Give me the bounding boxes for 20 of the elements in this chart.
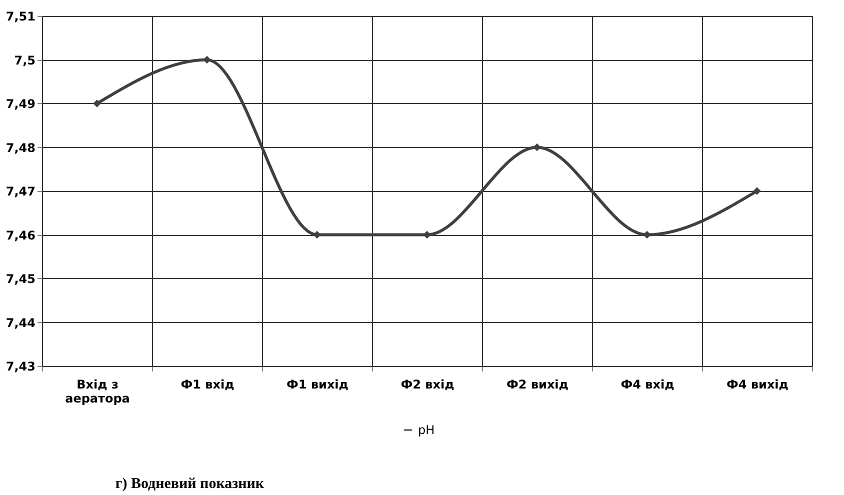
legend-label: pH [418,423,435,437]
y-tick-label: 7,48 [6,140,36,155]
x-tick-label: Ф4 вхід [620,378,675,392]
x-tick-label: Ф1 вхід [180,378,235,392]
y-tick-label: 7,46 [6,228,36,242]
point [93,100,101,108]
y-tick-label: 7,43 [6,360,36,374]
x-tick-label: Ф1 вихід [286,378,349,392]
point [753,187,761,195]
y-tick-label: 7,45 [6,272,36,286]
y-tick-label: 7,5 [14,53,36,68]
x-tick-label: Вхід з аератора [65,378,130,406]
x-tick-label: Ф4 вихід [726,378,789,392]
x-tick-label: Ф2 вхід [400,378,455,392]
y-tick-label: 7,49 [6,97,36,111]
y-tick-label: 7,51 [6,10,36,24]
x-tick-label: Ф2 вихід [506,378,569,392]
y-tick-label: 7,44 [6,316,36,330]
text: г) Водневий показник [115,476,264,492]
y-tick-label: 7,47 [6,184,36,198]
